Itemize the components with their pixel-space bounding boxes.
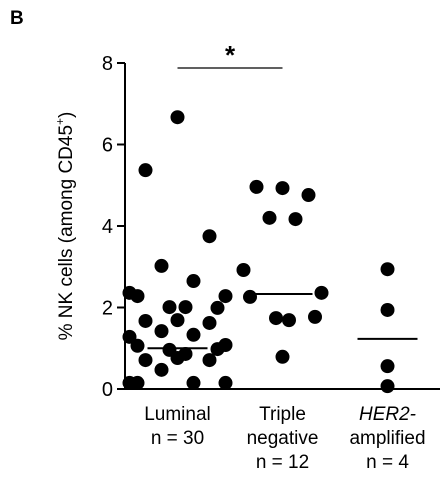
x-tick-label: n = 12 bbox=[256, 452, 309, 473]
data-point bbox=[218, 289, 233, 304]
data-point bbox=[170, 313, 185, 328]
y-label-sup: + bbox=[53, 118, 67, 125]
data-point bbox=[154, 258, 169, 273]
data-point bbox=[243, 289, 257, 304]
y-tick-label: 2 bbox=[102, 298, 113, 320]
x-tick-label: Triple bbox=[259, 404, 306, 425]
data-point bbox=[202, 353, 217, 368]
data-point bbox=[275, 181, 290, 196]
data-point bbox=[178, 300, 193, 315]
data-point bbox=[170, 110, 185, 125]
x-tick-label: negative bbox=[247, 428, 319, 449]
data-point bbox=[380, 359, 395, 374]
data-point bbox=[138, 163, 153, 178]
data-point bbox=[162, 300, 177, 315]
y-tick-label: 4 bbox=[102, 216, 113, 238]
data-point bbox=[138, 313, 153, 328]
data-point bbox=[186, 375, 201, 390]
x-tick-label: Luminal bbox=[144, 404, 211, 425]
data-point bbox=[130, 289, 145, 304]
y-label-end: ) bbox=[56, 112, 77, 118]
significance-star: * bbox=[225, 40, 236, 70]
data-point bbox=[154, 324, 169, 339]
data-point bbox=[202, 229, 217, 244]
data-point bbox=[314, 285, 329, 300]
data-point bbox=[154, 362, 169, 377]
data-point bbox=[249, 179, 264, 194]
data-point bbox=[122, 329, 137, 344]
data-point bbox=[202, 315, 217, 330]
data-point bbox=[262, 210, 277, 225]
data-point bbox=[186, 327, 201, 342]
x-tick-label: n = 4 bbox=[366, 452, 409, 473]
data-point bbox=[380, 262, 395, 277]
data-point bbox=[288, 212, 303, 227]
data-point bbox=[218, 375, 233, 390]
y-tick-label: 6 bbox=[102, 135, 113, 157]
x-tick-label: HER2- bbox=[359, 404, 416, 425]
x-tick-label: n = 30 bbox=[151, 428, 204, 449]
data-point bbox=[130, 375, 145, 390]
data-point bbox=[210, 300, 225, 315]
x-tick-label: amplified bbox=[349, 428, 425, 449]
data-point bbox=[186, 274, 201, 289]
y-axis-label: % NK cells (among CD45+) bbox=[53, 112, 77, 341]
data-point bbox=[236, 263, 251, 278]
data-point bbox=[282, 313, 296, 328]
data-point bbox=[308, 309, 322, 324]
data-point bbox=[130, 338, 145, 353]
panel-label: B bbox=[10, 8, 24, 29]
data-point bbox=[138, 353, 153, 368]
data-point bbox=[170, 351, 185, 366]
data-point bbox=[210, 342, 225, 357]
y-tick-label: 8 bbox=[102, 53, 113, 75]
data-point bbox=[301, 188, 316, 203]
data-point bbox=[269, 311, 283, 326]
data-point bbox=[275, 349, 290, 364]
y-label-main: % NK cells (among CD45 bbox=[56, 125, 77, 340]
y-tick-label: 0 bbox=[102, 379, 113, 401]
data-point bbox=[380, 302, 395, 317]
data-point bbox=[380, 379, 395, 394]
